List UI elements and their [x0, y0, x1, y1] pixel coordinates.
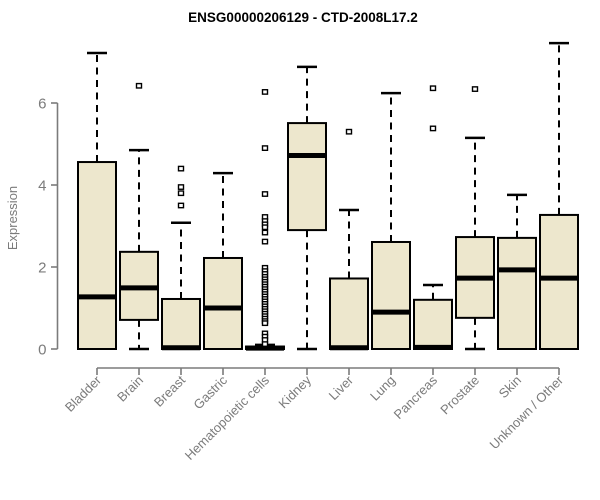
- box-lung: [371, 240, 411, 351]
- box-breast: [161, 297, 201, 351]
- x-tick-label-liver: Liver: [326, 372, 357, 403]
- outlier-breast-3: [177, 202, 185, 209]
- x-tick-label-lung: Lung: [367, 373, 398, 404]
- x-tick-label-pancreas: Pancreas: [391, 372, 441, 422]
- outlier-hematopoietic-cells-6: [261, 224, 269, 231]
- x-tick-label-breast: Breast: [151, 372, 188, 409]
- x-tick-label-bladder: Bladder: [62, 372, 105, 415]
- outlier-hematopoietic-cells-31: [261, 320, 269, 327]
- outlier-brain-0: [135, 82, 143, 89]
- outlier-prostate-0: [471, 86, 479, 92]
- outlier-breast-1: [177, 184, 185, 190]
- x-tick-label-gastric: Gastric: [190, 372, 230, 412]
- outlier-breast-0: [177, 165, 185, 172]
- outlier-liver-0: [345, 128, 353, 135]
- y-tick-label-4: 4: [38, 177, 46, 194]
- box-gastric: [203, 256, 243, 351]
- y-tick-label-0: 0: [38, 341, 46, 358]
- outlier-hematopoietic-cells-8: [261, 238, 269, 245]
- outlier-hematopoietic-cells-7: [261, 229, 269, 236]
- x-tick-label-kidney: Kidney: [275, 372, 314, 411]
- outlier-pancreas-0: [429, 85, 437, 92]
- outlier-hematopoietic-cells-35: [261, 341, 269, 347]
- box-unknown-other: [539, 213, 579, 350]
- box-pancreas: [413, 298, 453, 350]
- x-tick-label-unknown-other: Unknown / Other: [487, 372, 567, 452]
- box-skin: [497, 236, 537, 350]
- chart-title: ENSG00000206129 - CTD-2008L17.2: [188, 10, 418, 25]
- y-axis-label: Expression: [5, 186, 20, 250]
- box-bladder: [77, 161, 117, 350]
- box-kidney: [287, 122, 327, 232]
- outlier-hematopoietic-cells-2: [261, 191, 269, 197]
- y-tick-label-2: 2: [38, 259, 46, 276]
- outlier-hematopoietic-cells-0: [261, 89, 269, 95]
- x-tick-label-prostate: Prostate: [437, 373, 482, 418]
- outlier-hematopoietic-cells-1: [261, 145, 269, 151]
- y-tick-label-6: 6: [38, 95, 46, 112]
- x-tick-label-skin: Skin: [496, 373, 524, 401]
- outlier-breast-2: [177, 190, 185, 197]
- box-liver: [329, 277, 369, 351]
- outlier-pancreas-1: [429, 125, 437, 132]
- x-tick-label-brain: Brain: [114, 373, 146, 405]
